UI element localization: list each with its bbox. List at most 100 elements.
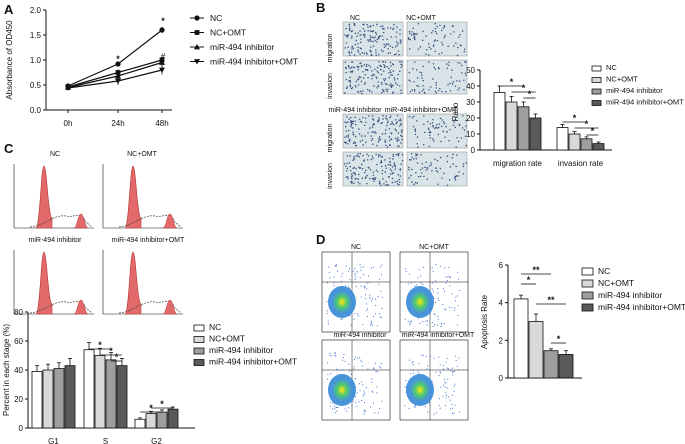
chart-b-legend-label: miR-494 inhibitor+OMT: [606, 98, 684, 107]
flow-d-label-inhibitor-omt: miR-494 inhibitor+OMT: [402, 332, 475, 339]
chart-c-legend-swatch: [193, 324, 205, 332]
chart-d-legend-swatch: [581, 303, 594, 312]
chart-a-point: [65, 85, 71, 91]
histogram-g2-peak: [162, 213, 178, 229]
chart-b-bar: [556, 127, 569, 151]
chart-b-sig-mark: *: [573, 113, 577, 123]
chart-b-legend-swatch: [591, 88, 602, 95]
chart-d-sig-mark: *: [557, 334, 561, 344]
chart-c-bar: [134, 418, 146, 429]
panel-c-histograms: NC NC+OMT miR-494 inhibitor miR-494 inhi…: [13, 151, 185, 315]
chart-b-bar: 0 10 20 30 40 50 migration rate invasion rate Ra…: [451, 63, 684, 168]
chart-c-legend-swatch: [193, 359, 205, 366]
chart-a-series-line: [67, 29, 163, 87]
panel-d-flow-plots: NC NC+OMT miR-494 inhibitor miR-494 inhi…: [321, 244, 475, 421]
chart-d-y-tick-label: 6: [499, 261, 504, 270]
histogram-g1-peak: [35, 251, 53, 315]
flow-density-cloud: [406, 374, 434, 406]
panel-b-micrographs: NC NC+OMT miR-494 inhibitor miR-494 inhi…: [327, 15, 468, 189]
micrograph-image: [342, 21, 404, 57]
chart-b-legend-swatch: [591, 77, 602, 83]
chart-c-sig-mark: *: [160, 399, 164, 409]
chart-a-y-tick-label: 0.0: [30, 106, 42, 115]
micrograph-image: [406, 151, 468, 187]
hist-c-label-nc-omt: NC+OMT: [127, 151, 157, 158]
chart-d-y-tick-label: 4: [499, 299, 504, 308]
panel-letter-d: D: [316, 232, 325, 247]
histogram-g2-peak: [73, 299, 89, 315]
chart-b-bar: [529, 117, 542, 151]
chart-c-legend-label: NC: [209, 322, 221, 332]
chart-a-point: [115, 73, 121, 79]
chart-d-legend-swatch: [581, 291, 594, 300]
micrograph-cells: [344, 153, 404, 186]
chart-b-x-tick-label: invasion rate: [558, 159, 604, 168]
chart-a-legend-label: NC+OMT: [210, 28, 246, 38]
chart-a-legend-marker: [194, 44, 200, 50]
chart-d-bar: [543, 350, 559, 379]
chart-b-sig-mark: *: [510, 77, 514, 87]
chart-b-sig-mark: *: [591, 126, 595, 136]
chart-a-point: [115, 78, 121, 84]
chart-c-bar: [105, 359, 117, 429]
chart-d-bar: [513, 298, 529, 379]
micro-b-col-label-inhibitor: miR-494 inhibitor: [329, 107, 383, 114]
histogram-g1-peak: [124, 165, 142, 229]
chart-d-legend-label: NC+OMT: [598, 278, 634, 288]
chart-c-y-label: Percent in each stage (%): [2, 324, 11, 416]
hist-c-label-nc: NC: [50, 151, 60, 158]
micro-b-row-label-2: invasion: [327, 73, 334, 99]
micrograph-cells: [344, 115, 403, 148]
chart-a-legend-label: miR-494 inhibitor+OMT: [210, 57, 298, 67]
chart-d-sig-mark: **: [532, 265, 540, 275]
micro-b-col-label-nc-omt: NC+OMT: [406, 15, 436, 22]
micro-b-row-label-4: invasion: [327, 163, 334, 189]
chart-b-y-tick-label: 50: [466, 66, 475, 75]
panel-letter-b: B: [316, 0, 325, 15]
chart-c-bar: [116, 365, 128, 429]
chart-b-sig-mark: *: [528, 89, 532, 99]
histogram-g1-peak: [124, 251, 142, 315]
hist-c-label-inhibitor: miR-494 inhibitor: [29, 237, 83, 244]
chart-a-y-tick-label: 1.0: [30, 56, 42, 65]
chart-b-legend-swatch: [591, 65, 602, 72]
chart-c-legend-swatch: [193, 347, 205, 355]
histogram-g2-peak: [162, 299, 178, 315]
micro-b-col-label-nc: NC: [350, 15, 360, 22]
chart-a-point: [159, 67, 165, 73]
chart-c-x-tick-label: G2: [151, 437, 162, 444]
chart-a-legend-marker: [194, 15, 200, 21]
chart-a-point: [159, 59, 165, 65]
chart-a-y-tick-label: 0.5: [30, 81, 42, 90]
chart-a-line: 0.0 0.5 1.0 1.5 2.0 0h 24h 48h Absorbance of OD4…: [5, 6, 298, 128]
chart-c-bar: [31, 371, 43, 429]
chart-b-sig-mark: *: [522, 83, 526, 93]
chart-d-legend-swatch: [581, 279, 594, 288]
chart-d-legend-label: miR-494 inhibitor: [598, 290, 662, 300]
chart-b-y-tick-label: 10: [466, 130, 475, 139]
chart-b-bar: [592, 143, 605, 151]
chart-c-x-tick-label: G1: [48, 437, 59, 444]
chart-d-sig-mark: **: [547, 295, 555, 305]
micro-b-row-label-1: migration: [327, 34, 334, 63]
flow-density-cloud: [406, 286, 434, 318]
chart-a-point: [115, 61, 121, 67]
chart-d-y-label: Apoptosis Rate: [480, 294, 489, 349]
chart-a-point: [159, 27, 165, 33]
chart-d-y-tick-label: 0: [499, 374, 504, 383]
chart-c-bar: [167, 408, 179, 429]
chart-a-legend-label: miR-494 inhibitor: [210, 42, 274, 52]
chart-c-y-tick-label: 20: [14, 395, 23, 404]
chart-c-sig-mark: *: [115, 352, 119, 362]
chart-c-bar: 0 20 40 60 80 G1 S G2 Percent in each stage (%) *…: [2, 308, 297, 444]
chart-b-legend-swatch: [591, 100, 602, 106]
chart-a-series-line: [67, 61, 163, 89]
chart-b-bar: [568, 133, 581, 151]
chart-a-annotation: #: [161, 52, 166, 61]
micro-b-row-label-3: migration: [327, 124, 334, 153]
micro-b-col-label-inhibitor-omt: miR-494 inhibitor+OMT: [385, 107, 458, 114]
chart-c-legend-label: NC+OMT: [209, 334, 245, 344]
chart-a-x-tick-label: 48h: [155, 119, 168, 128]
hist-c-label-inhibitor-omt: miR-494 inhibitor+OMT: [112, 237, 185, 244]
